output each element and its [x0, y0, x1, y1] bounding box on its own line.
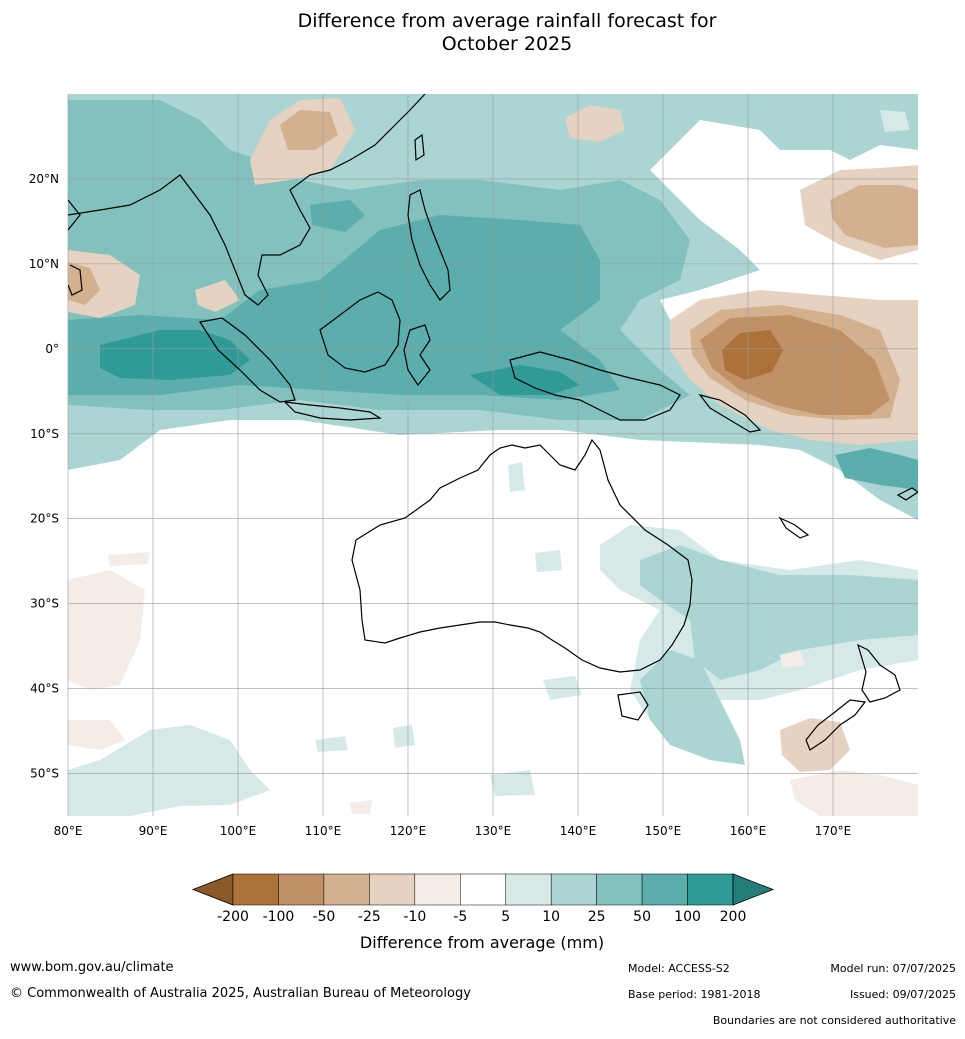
base-period-label: Base period: 1981-2018: [628, 988, 761, 1001]
colorbar-swatch: [505, 873, 552, 906]
colorbar-swatch: [641, 873, 688, 906]
disclaimer-text: Boundaries are not considered authoritat…: [712, 1014, 956, 1027]
philippines-coastline: [407, 189, 451, 301]
longitude-label: 150°E: [645, 824, 682, 838]
latitude-label: 50°S: [30, 767, 59, 781]
australia-coastline: [351, 438, 693, 673]
coastlines: [68, 94, 918, 751]
india-coastline: [68, 199, 81, 231]
colorbar-tick-label: -10: [403, 909, 426, 925]
colorbar-tick-label: -100: [263, 909, 295, 925]
colorbar-tick-label: -25: [358, 909, 381, 925]
latitude-label: 20°N: [29, 172, 59, 186]
new-guinea-coastline: [509, 351, 681, 421]
colorbar-tick-label: -200: [217, 909, 249, 925]
issued-label: Issued: 09/07/2025: [849, 988, 956, 1001]
longitude-label: 140°E: [560, 824, 597, 838]
colorbar-swatch: [232, 873, 279, 906]
colorbar: -200 -100 -50 -25 -10 -5 5 10 25 50 100 200: [191, 873, 775, 925]
colorbar-swatch: [278, 873, 325, 906]
website-link[interactable]: www.bom.gov.au/climate: [10, 960, 174, 975]
sri-lanka-coastline: [68, 264, 83, 296]
colorbar-swatch: [369, 873, 416, 906]
copyright-text: © Commonwealth of Australia 2025, Austra…: [10, 986, 471, 1001]
latitude-label: 0°: [45, 342, 59, 356]
colorbar-swatch: [550, 873, 597, 906]
latitude-label: 40°S: [30, 682, 59, 696]
map-title: Difference from average rainfall forecas…: [0, 10, 965, 56]
latitude-label: 10°N: [29, 257, 59, 271]
new-caledonia-coastline: [778, 516, 810, 539]
colorbar-tick-label: 100: [674, 909, 701, 925]
taiwan-coastline: [414, 133, 425, 162]
model-run-label: Model run: 07/07/2025: [830, 962, 956, 975]
colorbar-tick-label: 25: [588, 909, 606, 925]
sulawesi-coastline: [403, 324, 431, 387]
southeast-asia-coastline: [68, 94, 426, 306]
fiji-coastline: [896, 487, 918, 501]
latitude-label: 10°S: [30, 427, 59, 441]
title-line-1: Difference from average rainfall forecas…: [297, 10, 717, 32]
colorbar-swatch: [687, 873, 734, 906]
colorbar-tick-label: 10: [542, 909, 560, 925]
longitude-label: 90°E: [139, 824, 168, 838]
colorbar-label: Difference from average (mm): [360, 933, 604, 952]
new-zealand-south-coastline: [805, 699, 867, 751]
colorbar-extend-high: [732, 873, 775, 906]
new-zealand-north-coastline: [857, 643, 901, 703]
longitude-label: 120°E: [390, 824, 427, 838]
title-line-2: October 2025: [441, 33, 573, 55]
longitude-label: 80°E: [54, 824, 83, 838]
longitude-label: 110°E: [305, 824, 342, 838]
colorbar-tick-label: 200: [720, 909, 747, 925]
colorbar-tick-label: 5: [501, 909, 510, 925]
borneo-coastline: [319, 291, 401, 373]
longitude-label: 160°E: [730, 824, 767, 838]
colorbar-tick-label: 50: [633, 909, 651, 925]
solomon-islands-coastline: [698, 393, 762, 433]
sumatra-coastline: [199, 317, 296, 403]
longitude-label: 130°E: [475, 824, 512, 838]
colorbar-swatch: [596, 873, 643, 906]
latitude-label: 20°S: [30, 512, 59, 526]
tasmania-coastline: [617, 691, 649, 721]
colorbar-swatch: [414, 873, 461, 906]
colorbar-tick-label: -5: [453, 909, 467, 925]
model-label: Model: ACCESS-S2: [628, 962, 730, 975]
latitude-labels: 20°N 10°N 0° 10°S 20°S 30°S 40°S 50°S: [29, 172, 59, 781]
colorbar-swatch: [460, 873, 506, 906]
longitude-labels: 80°E 90°E 100°E 110°E 120°E 130°E 140°E 150°E 16…: [54, 824, 852, 838]
longitude-label: 170°E: [815, 824, 852, 838]
latitude-label: 30°S: [30, 597, 59, 611]
colorbar-extend-low: [191, 873, 234, 906]
longitude-label: 100°E: [220, 824, 257, 838]
java-coastline: [283, 401, 382, 421]
colorbar-swatch: [323, 873, 370, 906]
graticule: [67, 94, 918, 816]
colorbar-tick-label: -50: [312, 909, 335, 925]
